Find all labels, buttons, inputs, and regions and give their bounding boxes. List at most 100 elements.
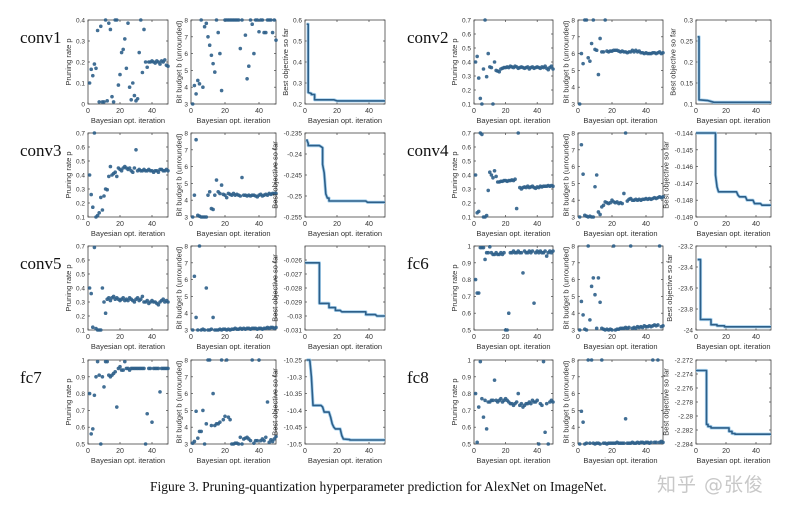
x-tick-label: 0 (576, 448, 580, 455)
data-point (108, 164, 113, 169)
x-tick-label: 0 (86, 448, 90, 455)
plot-area (577, 244, 665, 332)
layer-label-conv2: conv2 (407, 28, 449, 47)
data-point (201, 85, 205, 89)
data-point (216, 30, 220, 35)
x-tick-label: 0 (303, 221, 307, 228)
y-axis-label: Pruning rate p (64, 38, 73, 85)
x-tick-label: 40 (533, 108, 541, 115)
plot-area (697, 35, 771, 104)
y-tick-label: -10.3 (287, 374, 302, 381)
data-point (272, 437, 277, 441)
data-point (264, 435, 268, 440)
data-point (111, 100, 116, 104)
data-point (243, 33, 248, 37)
data-point (156, 303, 161, 307)
data-point (131, 170, 135, 174)
data-point (126, 298, 130, 303)
data-point (473, 277, 478, 282)
data-point (248, 438, 253, 443)
y-tick-label: -0.026 (284, 258, 303, 265)
data-point (657, 244, 662, 248)
data-point (476, 405, 481, 409)
y-tick-label: 3 (184, 102, 188, 109)
data-point (99, 195, 103, 200)
data-point (494, 174, 498, 179)
y-tick-label: 0.1 (76, 328, 85, 335)
data-point (486, 250, 491, 255)
y-axis-label: Best objective so far (665, 254, 674, 322)
y-tick-label: 4 (184, 198, 188, 205)
x-tick-label: 40 (365, 448, 373, 455)
data-point (478, 96, 483, 101)
x-axis-label: Bayesian opt. iteration (91, 116, 165, 125)
data-point (544, 401, 549, 406)
data-point (270, 439, 275, 444)
plot-area (306, 358, 385, 442)
data-point (211, 61, 215, 66)
y-tick-label: 0.2 (293, 102, 302, 109)
x-tick-label: 20 (722, 221, 730, 228)
figure-caption: Figure 3. Pruning-quantization hyperpara… (150, 479, 607, 494)
data-point (598, 212, 602, 217)
data-point (608, 200, 613, 205)
data-point (264, 30, 268, 35)
x-tick-label: 40 (642, 448, 650, 455)
x-axis-label: Bayesian opt. iteration (308, 229, 382, 238)
data-point (476, 291, 481, 295)
y-tick-label: -0.144 (675, 131, 694, 138)
x-axis-label: Bayesian opt. iteration (476, 116, 550, 125)
y-tick-label: 0.8 (76, 391, 85, 398)
data-point (207, 43, 212, 47)
plot-area (87, 359, 170, 446)
y-tick-label: -0.24 (287, 152, 302, 159)
data-point (118, 72, 122, 77)
conv5-panel-pruning: 0 20 40 0.1 0.2 0.3 0.4 0.5 0.6 0.7 Bayesian opt. … (64, 244, 170, 351)
data-point (240, 175, 244, 180)
fc7-panel-objective: 0 20 40 -10.5 -10.45 -10.4 -10.35 -10.3 -10.25 Ba… (270, 358, 386, 465)
data-point (484, 213, 489, 218)
data-point (661, 50, 665, 55)
data-point (166, 300, 170, 304)
conv1-panel-objective: 0 20 40 0.2 0.3 0.4 0.5 0.6 Bayesian opt. iterat… (281, 18, 386, 125)
data-point (236, 442, 241, 446)
x-tick-label: 40 (533, 221, 541, 228)
layer-label-conv3: conv3 (20, 141, 62, 160)
y-tick-label: 5 (184, 408, 188, 415)
conv5-panel-objective: 0 20 40 -0.031 -0.03 -0.029 -0.028 -0.027 -0.026… (270, 245, 386, 351)
data-point (194, 409, 198, 414)
data-point (100, 208, 105, 212)
y-tick-label: 4 (184, 425, 188, 432)
data-point (206, 193, 210, 197)
y-axis-label: Pruning rate p (64, 378, 73, 425)
axes-frame (695, 359, 772, 445)
data-point (270, 30, 275, 35)
data-point (593, 184, 597, 189)
y-tick-label: 0.2 (462, 201, 471, 208)
conv4-panel-objective: 0 20 40 -0.149 -0.148 -0.147 -0.146 -0.145 -0.14… (661, 131, 772, 238)
data-point (111, 294, 116, 299)
data-point (113, 369, 117, 374)
data-point (199, 18, 203, 22)
y-tick-label: 0.15 (680, 81, 693, 88)
data-point (491, 398, 495, 403)
data-point (97, 100, 101, 104)
x-tick-label: 0 (303, 334, 307, 341)
data-point (115, 18, 119, 22)
layer-label-conv1: conv1 (20, 28, 62, 47)
data-point (99, 24, 103, 29)
axes-frame (473, 19, 554, 105)
x-tick-label: 40 (255, 334, 263, 341)
x-tick-label: 20 (722, 334, 730, 341)
data-point (92, 245, 97, 250)
x-axis-label: Bayesian opt. iteration (196, 229, 270, 238)
data-point (577, 215, 582, 219)
y-tick-label: -2.276 (675, 386, 694, 393)
data-point (519, 401, 524, 406)
x-axis-label: Bayesian opt. iteration (583, 229, 657, 238)
y-tick-label: 0.4 (462, 173, 471, 180)
data-point (586, 56, 590, 60)
data-point (204, 21, 209, 26)
data-point (143, 60, 148, 64)
fc6-panel-objective: 0 20 40 -24 -23.8 -23.6 -23.4 -23.2 Bayesian opt… (665, 244, 772, 351)
